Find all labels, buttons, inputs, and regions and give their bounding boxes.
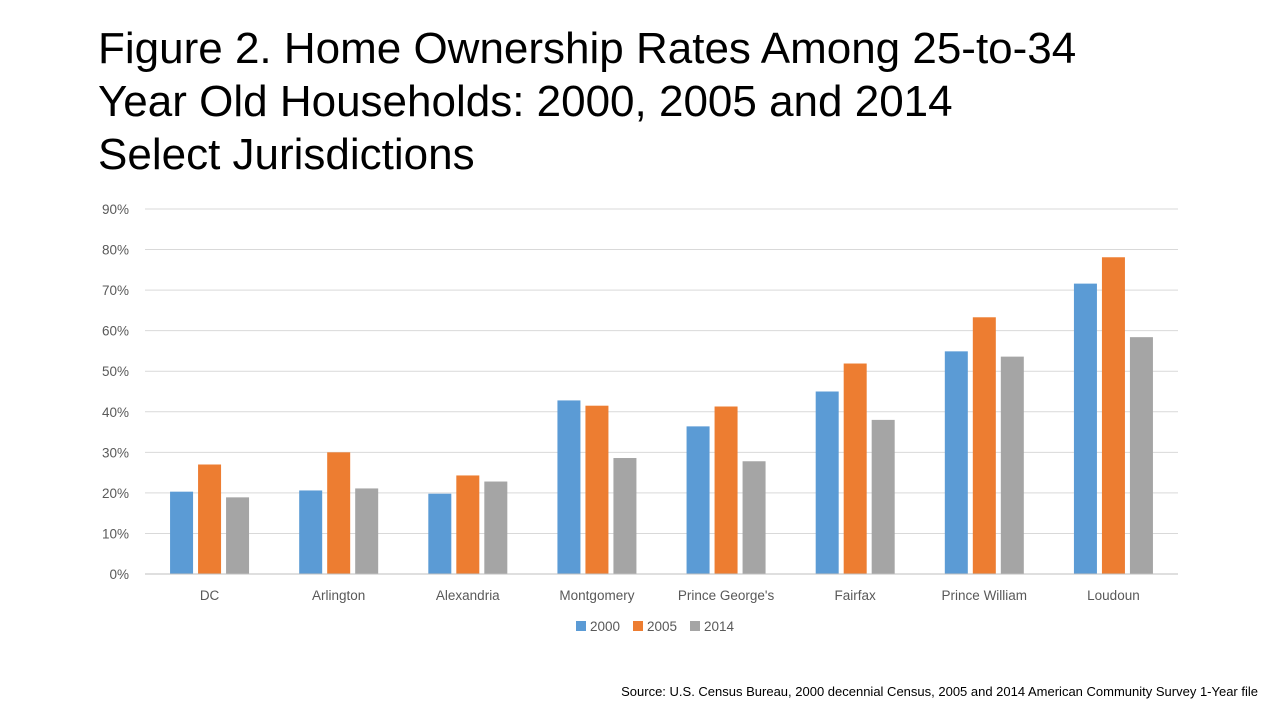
bar (613, 458, 637, 574)
x-tick-label: Alexandria (436, 588, 500, 603)
legend-label: 2014 (704, 619, 735, 634)
bar (226, 497, 250, 574)
x-tick-label: Montgomery (559, 588, 634, 603)
bars (170, 257, 1153, 574)
y-tick-label: 0% (109, 567, 129, 582)
y-tick-label: 10% (102, 526, 129, 541)
bar (484, 481, 508, 574)
y-tick-label: 20% (102, 486, 129, 501)
title-line-2: Year Old Households: 2000, 2005 and 2014 (98, 77, 953, 126)
bar (170, 491, 194, 574)
legend-label: 2000 (590, 619, 620, 634)
bar (1101, 257, 1125, 574)
y-tick-label: 80% (102, 243, 129, 258)
x-tick-label: DC (200, 588, 220, 603)
legend-swatch (690, 621, 700, 631)
bar (585, 405, 609, 574)
legend-label: 2005 (647, 619, 677, 634)
y-tick-label: 70% (102, 283, 129, 298)
bar (557, 400, 581, 574)
bar (355, 488, 379, 574)
title-line-1: Figure 2. Home Ownership Rates Among 25-… (98, 24, 1077, 73)
axes: 0% 10% 20% 30% 40% 50% 60% 70% 80% 90% DC Arlington… (102, 202, 1178, 603)
y-tick-label: 40% (102, 405, 129, 420)
x-tick-label: Arlington (312, 588, 365, 603)
chart-title: Figure 2. Home Ownership Rates Among 25-… (98, 22, 1248, 181)
bar (815, 391, 839, 574)
title-line-3: Select Jurisdictions (98, 130, 475, 179)
x-tick-label: Prince George's (678, 588, 775, 603)
bar (686, 426, 710, 574)
bar (1129, 337, 1153, 574)
x-tick-label: Prince William (942, 588, 1028, 603)
bar (428, 493, 452, 574)
bar (714, 406, 738, 574)
bar (742, 461, 766, 574)
y-tick-label: 60% (102, 324, 129, 339)
bar (327, 452, 351, 574)
bar (299, 490, 323, 574)
y-tick-label: 90% (102, 202, 129, 217)
bar (198, 464, 222, 574)
bar (456, 475, 480, 574)
y-tick-label: 50% (102, 364, 129, 379)
legend-swatch (633, 621, 643, 631)
bar (871, 419, 895, 574)
bar (972, 317, 996, 574)
bar (843, 363, 867, 574)
bar (944, 351, 968, 574)
y-tick-label: 30% (102, 445, 129, 460)
x-tick-label: Loudoun (1087, 588, 1140, 603)
x-tick-label: Fairfax (835, 588, 877, 603)
legend: 2000 2005 2014 (576, 619, 735, 634)
bar (1000, 356, 1024, 574)
legend-swatch (576, 621, 586, 631)
bar (1073, 283, 1097, 574)
source-note: Source: U.S. Census Bureau, 2000 decenni… (621, 684, 1258, 699)
